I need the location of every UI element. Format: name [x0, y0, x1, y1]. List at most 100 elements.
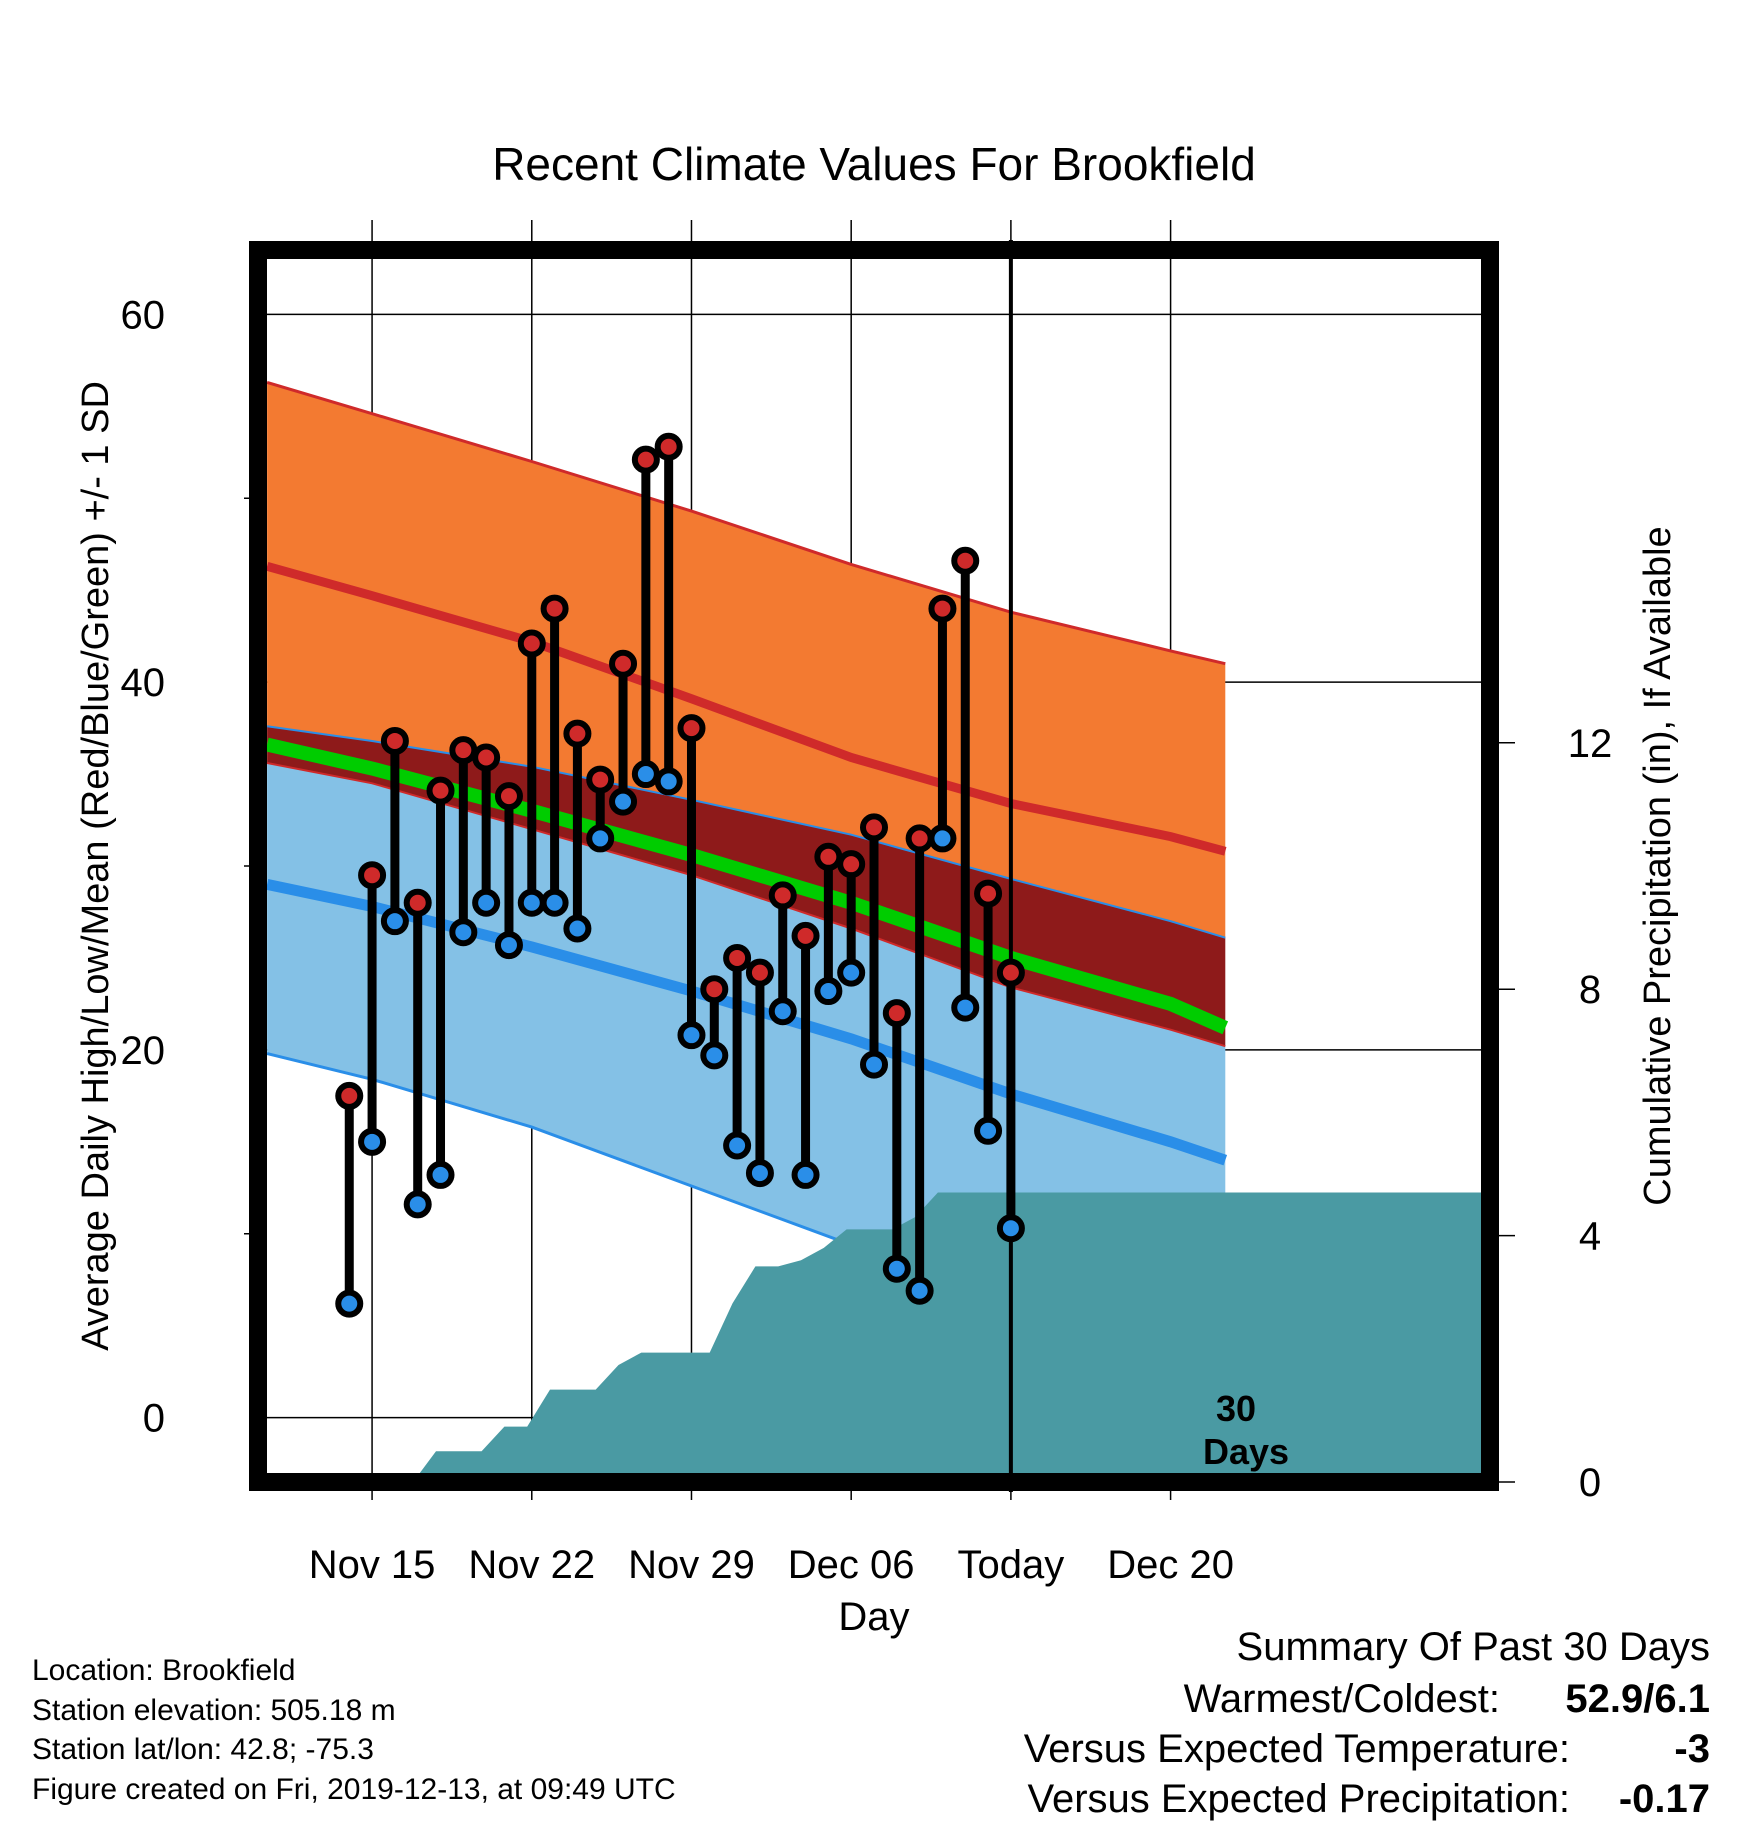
- summary-precip-label: Versus Expected Precipitation:: [1027, 1777, 1570, 1821]
- high-point: [563, 719, 592, 748]
- high-point: [837, 850, 866, 879]
- low-point: [335, 1289, 364, 1318]
- footer-elevation: Station elevation: 505.18 m: [32, 1694, 396, 1727]
- low-point: [860, 1050, 888, 1079]
- low-point: [609, 787, 638, 816]
- y2-tick-label: 4: [1579, 1215, 1601, 1259]
- low-point: [472, 888, 501, 917]
- high-point: [745, 958, 774, 987]
- y2-tick-label: 8: [1579, 968, 1601, 1012]
- summary-warmest-label: Warmest/Coldest:: [1184, 1677, 1500, 1721]
- low-point: [837, 958, 866, 987]
- high-point: [882, 999, 911, 1028]
- y-tick-label: 60: [121, 293, 166, 337]
- high-point: [426, 776, 455, 805]
- y2-tick-label: 0: [1579, 1461, 1601, 1505]
- high-point: [494, 782, 523, 811]
- high-point: [358, 861, 387, 890]
- y2-tick-label: 12: [1568, 722, 1613, 766]
- chart-title: Recent Climate Values For Brookfield: [492, 138, 1256, 190]
- low-point: [996, 1214, 1025, 1243]
- high-point: [791, 921, 820, 950]
- low-point: [449, 918, 478, 947]
- low-point: [928, 824, 957, 853]
- today-days-label: Days: [1203, 1431, 1289, 1472]
- footer-location: Location: Brookfield: [32, 1654, 296, 1687]
- low-point: [700, 1041, 729, 1070]
- high-point: [654, 432, 683, 461]
- high-point: [403, 888, 432, 917]
- footer-latlon: Station lat/lon: 42.8; -75.3: [32, 1733, 374, 1766]
- y-tick-label: 20: [121, 1029, 166, 1073]
- x-tick-label: Nov 15: [309, 1543, 436, 1587]
- high-point: [449, 736, 478, 765]
- low-point: [540, 888, 569, 917]
- low-point: [517, 888, 546, 917]
- low-point: [974, 1116, 1003, 1145]
- today-days-count: 30: [1216, 1388, 1256, 1429]
- y-tick-label: 40: [121, 661, 166, 705]
- high-point: [586, 765, 615, 794]
- high-point: [335, 1081, 364, 1110]
- high-point: [631, 445, 660, 474]
- high-upper-line: [266, 380, 1226, 666]
- x-tick-label: Nov 29: [628, 1543, 755, 1587]
- summary-temp-value: -3: [1674, 1727, 1710, 1771]
- x-tick-label: Dec 06: [788, 1543, 915, 1587]
- low-point: [791, 1160, 820, 1189]
- station-info: Location: Brookfield Station elevation: …: [32, 1654, 676, 1806]
- low-point: [882, 1254, 911, 1283]
- x-tick-label: Today: [958, 1543, 1065, 1587]
- high-point: [677, 714, 706, 743]
- low-point: [723, 1131, 752, 1160]
- low-point: [677, 1021, 706, 1050]
- high-point: [905, 824, 934, 853]
- low-point: [768, 997, 797, 1026]
- high-point: [860, 813, 888, 842]
- low-point: [814, 977, 843, 1006]
- low-point: [380, 907, 409, 936]
- summary-title: Summary Of Past 30 Days: [1237, 1625, 1710, 1669]
- y-axis-label: Average Daily High/Low/Mean (Red/Blue/Gr…: [75, 381, 117, 1351]
- summary-temp-label: Versus Expected Temperature:: [1024, 1727, 1570, 1771]
- summary-precip-value: -0.17: [1619, 1777, 1710, 1821]
- y2-axis-label: Cumulative Precipitation (in), If Availa…: [1637, 526, 1679, 1205]
- low-point: [631, 760, 660, 789]
- high-point: [951, 546, 980, 575]
- low-point: [586, 824, 615, 853]
- axis-ticks: Nov 15 Nov 22 Nov 29 Dec 06 Today Dec 2002040…: [121, 293, 1613, 1587]
- high-point: [609, 649, 638, 678]
- high-point: [974, 879, 1003, 908]
- high-point: [700, 975, 729, 1004]
- low-point: [358, 1127, 387, 1156]
- precipitation-area: [258, 1192, 1490, 1482]
- x-tick-label: Dec 20: [1107, 1543, 1234, 1587]
- low-point: [745, 1159, 774, 1188]
- high-point: [996, 958, 1025, 987]
- high-point: [540, 594, 569, 623]
- low-point: [426, 1160, 455, 1189]
- high-point: [928, 594, 957, 623]
- footer-created: Figure created on Fri, 2019-12-13, at 09…: [32, 1773, 676, 1806]
- low-point: [494, 931, 523, 960]
- low-point: [563, 914, 592, 943]
- observations: [335, 432, 1025, 1318]
- summary-box: Summary Of Past 30 Days Warmest/Coldest:…: [1024, 1625, 1710, 1821]
- high-point: [768, 881, 797, 910]
- low-point: [403, 1190, 432, 1219]
- high-point: [814, 842, 843, 871]
- high-point: [380, 726, 409, 755]
- low-point: [905, 1276, 934, 1305]
- high-mean-line: [265, 561, 1227, 856]
- x-axis-label: Day: [838, 1595, 909, 1639]
- low-point: [654, 767, 683, 796]
- summary-warmest-value: 52.9/6.1: [1565, 1677, 1710, 1721]
- low-point: [951, 993, 980, 1022]
- precipitation-fill: [258, 1192, 1490, 1482]
- y-tick-label: 0: [143, 1397, 165, 1441]
- high-point: [472, 743, 501, 772]
- high-point: [723, 943, 752, 972]
- x-tick-label: Nov 22: [468, 1543, 595, 1587]
- high-point: [517, 629, 546, 658]
